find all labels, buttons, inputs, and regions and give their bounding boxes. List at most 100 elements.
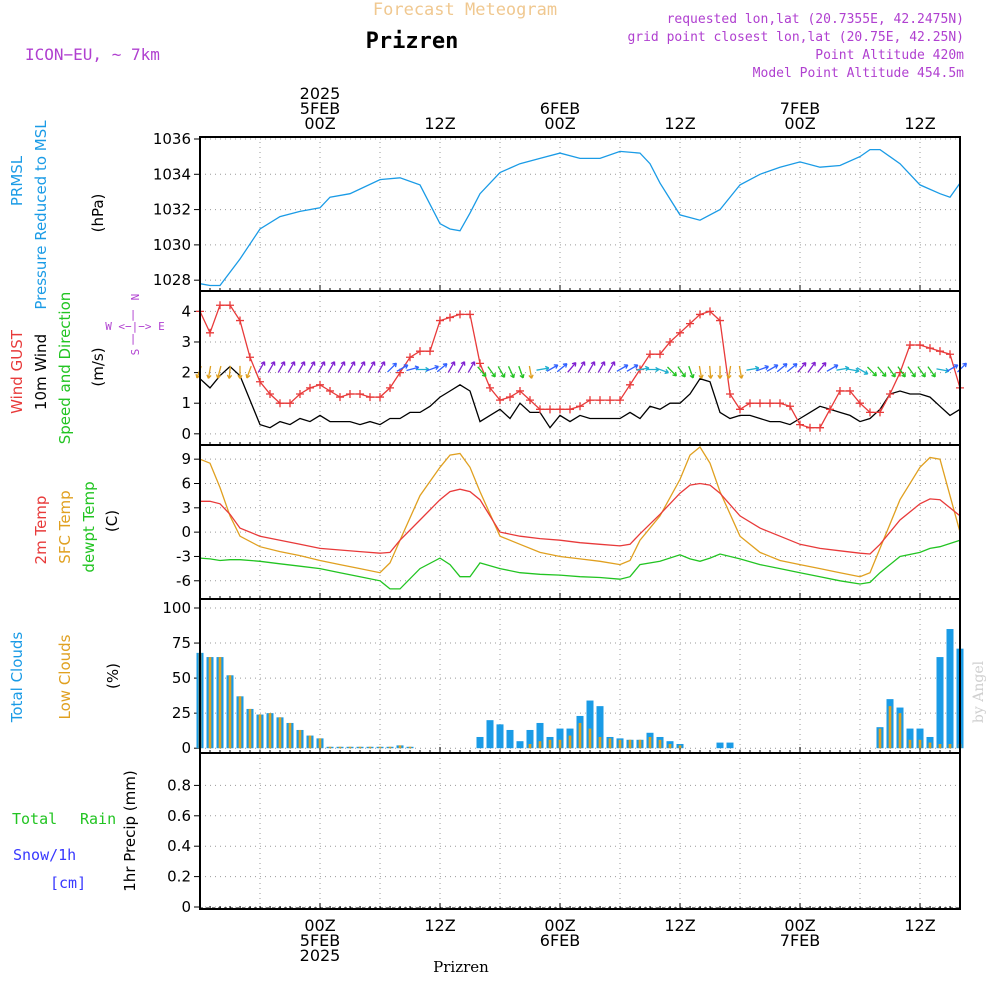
low-cloud-bar — [388, 746, 392, 749]
gust-marker — [276, 399, 284, 408]
panel-pressure: 1028 1030 1032 1034 1036 — [153, 130, 961, 292]
low-cloud-bar — [368, 746, 372, 749]
gust-marker — [826, 405, 834, 414]
low-cloud-bar — [288, 722, 292, 749]
gust-marker — [246, 353, 254, 362]
wind-arrow — [426, 364, 440, 372]
low-cloud-bar — [638, 739, 642, 749]
pressure-label-1: PRMSL — [8, 155, 26, 206]
gust-marker — [256, 377, 264, 386]
wind-arrow — [387, 362, 398, 373]
wind-arrow — [245, 365, 252, 379]
gust-marker — [556, 405, 564, 414]
top-time-label: 12Z — [424, 114, 455, 133]
low-cloud-bar — [328, 746, 332, 749]
low-cloud-bar — [268, 713, 272, 749]
low-cloud-bar — [658, 739, 662, 749]
wind-arrow — [457, 361, 466, 373]
wind-arrow — [817, 361, 827, 373]
gust-marker — [806, 423, 814, 432]
ytick-label: 4 — [181, 302, 191, 320]
ytick-label: 25 — [172, 704, 191, 722]
total-cloud-bar — [506, 729, 514, 749]
top-time-label: 12Z — [904, 114, 935, 133]
gust-marker — [726, 390, 734, 399]
wind-arrow — [797, 361, 807, 373]
requested-coords: requested lon,lat (20.7355E, 42.2475N) — [667, 12, 964, 27]
ytick-label: 75 — [172, 634, 191, 652]
wind-arrow — [307, 361, 316, 373]
ytick-label: 1032 — [153, 201, 191, 219]
low-cloud-bar — [278, 717, 282, 749]
gust-marker — [766, 399, 774, 408]
wind-arrow — [726, 365, 732, 379]
gust-marker — [516, 386, 524, 395]
panel-frame — [199, 136, 961, 292]
low-cloud-bar — [578, 722, 582, 749]
gust-marker — [366, 393, 374, 402]
precip-unit: 1hr Precip (mm) — [121, 770, 139, 891]
ytick-label: 0.2 — [167, 868, 191, 886]
gust-marker — [436, 316, 444, 325]
low-cloud-bar — [248, 708, 252, 749]
gust-marker — [866, 408, 874, 417]
wind-arrow — [607, 361, 616, 373]
gust-marker — [266, 390, 274, 399]
ytick-label: 0 — [181, 739, 191, 757]
wind-arrow — [467, 361, 476, 373]
wind-arrow — [546, 364, 559, 372]
gust-marker — [706, 307, 714, 316]
total-cloud-bar — [726, 742, 734, 749]
total-cloud-bar — [536, 722, 544, 749]
wind-arrow — [897, 366, 906, 378]
gust-marker — [356, 390, 364, 399]
panel-temperature: -6 -3 0 3 6 9 — [176, 444, 961, 600]
ytick-label: 3 — [181, 499, 191, 517]
gust-marker — [796, 420, 804, 429]
low-cloud-bar — [678, 745, 682, 749]
wind-arrow — [556, 363, 568, 373]
pressure-unit: (hPa) — [89, 194, 107, 233]
top-time-label: 7FEB — [780, 99, 820, 118]
temp-unit: (C) — [103, 510, 121, 532]
gust-marker — [616, 396, 624, 405]
wind-arrow — [487, 366, 496, 378]
gust-marker — [426, 347, 434, 356]
total-cloud-bar — [556, 728, 564, 749]
bottom-time-label: 12Z — [424, 916, 455, 935]
wind-arrow — [677, 366, 686, 378]
ytick-label: 0 — [181, 898, 191, 916]
gust-marker — [226, 301, 234, 310]
gust-marker — [686, 319, 694, 328]
low-cloud-bar — [618, 739, 622, 749]
ytick-label: -3 — [176, 547, 191, 565]
wind-arrow — [215, 365, 222, 379]
gust-marker — [456, 310, 464, 319]
top-time-label: 00Z — [544, 114, 575, 133]
bottom-time-label: 7FEB — [780, 931, 820, 950]
ytick-label: 6 — [181, 474, 191, 492]
wind-arrow — [698, 365, 704, 379]
temp-label-1: 2m Temp — [32, 496, 50, 565]
gust-marker — [676, 328, 684, 337]
wind-arrow — [946, 364, 959, 372]
cloud-label-2: Low Clouds — [56, 634, 74, 719]
precip-snow-label: Snow/1h — [13, 846, 76, 864]
compass-down: | — [130, 332, 137, 345]
wind-arrow — [267, 361, 276, 373]
pressure-line — [199, 148, 961, 287]
wind-arrow — [337, 361, 346, 373]
top-time-label: 00Z — [784, 114, 815, 133]
wind-arrow — [237, 365, 243, 379]
ytick-label: -6 — [176, 572, 191, 590]
wind-arrow — [867, 366, 878, 377]
temp-label-3: dewpt Temp — [80, 481, 98, 572]
gust-marker — [486, 383, 494, 392]
wind-labels: Wind GUST 10m Wind Speed and Direction (… — [8, 292, 165, 445]
ytick-label: 50 — [172, 669, 191, 687]
gust-marker — [376, 393, 384, 402]
footer-location: Prizren — [433, 958, 489, 976]
gust-marker — [926, 344, 934, 353]
gust-marker — [716, 316, 724, 325]
